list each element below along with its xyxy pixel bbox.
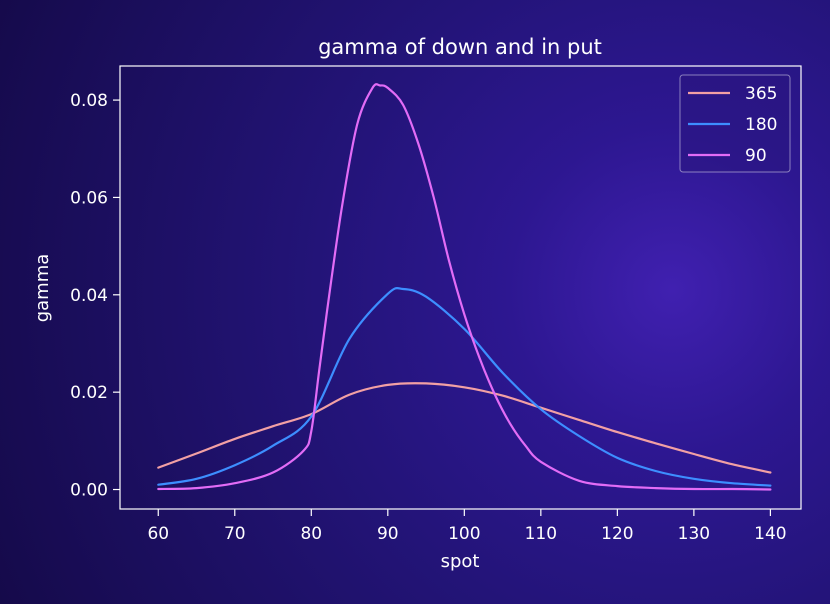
- x-tick-label: 130: [678, 524, 710, 544]
- x-tick-label: 60: [147, 524, 169, 544]
- x-axis-label: spot: [441, 551, 480, 572]
- series-line-180: [157, 287, 772, 487]
- x-tick-label: 110: [525, 524, 557, 544]
- x-tick-label: 120: [601, 524, 633, 544]
- x-tick-label: 100: [448, 524, 480, 544]
- legend-label-90: 90: [745, 146, 767, 166]
- chart-title: gamma of down and in put: [318, 35, 602, 59]
- legend-box: [679, 74, 791, 173]
- legend-label-180: 180: [745, 115, 777, 135]
- x-tick-label: 90: [377, 524, 399, 544]
- y-tick-label: 0.02: [70, 383, 108, 403]
- legend: 365 180 90: [679, 74, 791, 173]
- x-tick-label: 140: [754, 524, 786, 544]
- y-axis-ticks: 0.00 0.02 0.04 0.06 0.08: [70, 91, 120, 501]
- x-tick-label: 70: [224, 524, 246, 544]
- series-line-365: [157, 382, 772, 474]
- plot-lines: [157, 83, 772, 491]
- x-axis-ticks: 60 70 80 90 100 110 120 130 140: [147, 509, 787, 544]
- x-tick-label: 80: [300, 524, 322, 544]
- y-tick-label: 0.08: [70, 91, 108, 111]
- series-line-90: [157, 83, 772, 491]
- legend-label-365: 365: [745, 84, 777, 104]
- y-tick-label: 0.06: [70, 188, 108, 208]
- y-tick-label: 0.04: [70, 286, 108, 306]
- y-tick-label: 0.00: [70, 481, 108, 501]
- y-axis-label: gamma: [32, 254, 53, 323]
- plot-frame: [119, 65, 802, 510]
